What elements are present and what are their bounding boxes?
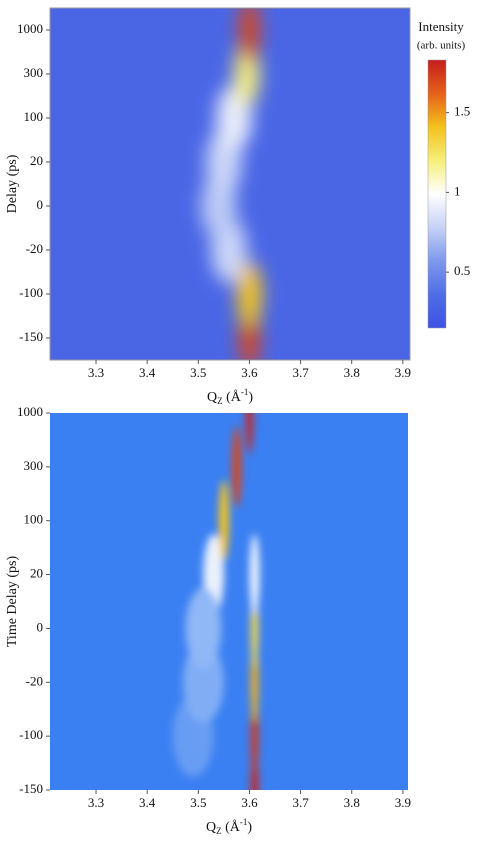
x-axis-label-part: -1	[240, 817, 248, 827]
x-axis-label-part: Z	[217, 396, 223, 406]
x-tick-label: 3.6	[241, 795, 258, 810]
y-tick-label: 0	[37, 619, 44, 634]
y-tick-label: -20	[26, 241, 43, 256]
heatmap-background	[50, 413, 408, 790]
x-tick-label: 3.7	[292, 795, 309, 810]
x-axis-label-part: Z	[216, 826, 222, 836]
heatmap	[50, 8, 410, 360]
x-axis-label-part: (Å	[222, 819, 241, 835]
ridge-layer	[172, 413, 260, 790]
x-axis-label-part: Q	[206, 820, 216, 835]
x-tick-label: 3.5	[190, 365, 206, 380]
y-tick-label: 100	[24, 512, 44, 527]
heatmap	[50, 413, 408, 790]
ridge-cell	[245, 413, 254, 454]
x-tick-label: 3.9	[395, 365, 411, 380]
x-tick-label: 3.7	[292, 365, 309, 380]
x-axis-label-part: )	[247, 820, 252, 835]
y-tick-label: 0	[37, 197, 44, 212]
ridge-cell	[236, 261, 263, 327]
x-tick-label: 3.3	[88, 365, 104, 380]
y-tick-label: -150	[19, 781, 43, 796]
x-axis-label-part: Q	[207, 390, 217, 405]
x-axis-label: QZ (Å-1)	[206, 817, 252, 836]
x-tick-label: 3.4	[139, 365, 156, 380]
colorbar-tick-label: 1.5	[454, 104, 470, 119]
y-tick-label: -100	[19, 727, 43, 742]
x-tick-label: 3.5	[190, 795, 206, 810]
ridge-cell	[232, 426, 242, 508]
colorbar-title: Intensity	[418, 19, 464, 34]
y-tick-label: -150	[19, 329, 43, 344]
y-tick-label: 100	[24, 109, 44, 124]
x-axis-label-part: -1	[241, 387, 249, 397]
y-tick-label: 1000	[17, 21, 43, 36]
y-tick-label: 20	[30, 153, 43, 168]
colorbar	[427, 59, 447, 329]
y-axis-label: Delay (ps)	[5, 154, 20, 213]
colorbar-tick-label: 0.5	[454, 263, 470, 278]
y-tick-label: -100	[19, 285, 43, 300]
plot-frame	[49, 7, 411, 361]
x-axis-label-part: )	[248, 390, 253, 405]
x-tick-label: 3.9	[395, 795, 411, 810]
x-axis-label: QZ (Å-1)	[207, 387, 253, 406]
ridge-cell	[239, 8, 260, 63]
y-axis-label: Time Delay (ps)	[5, 556, 20, 648]
ridge-cell	[249, 534, 260, 615]
x-tick-label: 3.8	[344, 365, 360, 380]
x-tick-label: 3.3	[88, 795, 104, 810]
y-tick-label: 1000	[17, 404, 43, 419]
ridge-cell	[185, 588, 222, 669]
ridge-cell	[182, 641, 224, 723]
y-tick-label: 300	[24, 65, 44, 80]
x-tick-label: 3.6	[241, 365, 258, 380]
x-tick-label: 3.8	[344, 795, 360, 810]
x-axis-label-part: (Å	[223, 389, 242, 405]
ridge-layer	[200, 8, 263, 360]
y-tick-label: -20	[26, 673, 43, 688]
colorbar-tick-label: 1	[454, 183, 461, 198]
colorbar-title: (arb. units)	[417, 40, 466, 52]
y-tick-label: 300	[24, 458, 44, 473]
ridge-cell	[218, 480, 229, 562]
y-tick-label: 20	[30, 566, 43, 581]
x-tick-label: 3.4	[139, 795, 156, 810]
